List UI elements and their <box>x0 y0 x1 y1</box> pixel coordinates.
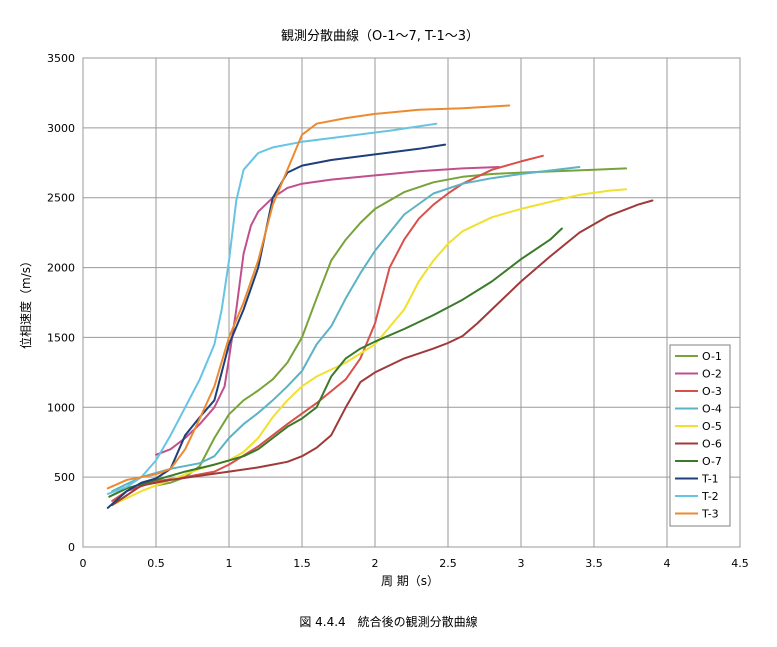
x-tick-label: 1 <box>226 557 233 570</box>
legend: O-1 O-2 O-3 O-4 O-5 O-6 O-7 T-1 T-2 T-3 <box>669 344 731 527</box>
y-tick-label: 1000 <box>47 401 75 414</box>
y-tick-label: 500 <box>54 471 75 484</box>
series-line-o-4 <box>111 166 581 493</box>
x-tick-label: 2.5 <box>439 557 457 570</box>
y-tick-label: 2000 <box>47 262 75 275</box>
series-line-o-2 <box>155 166 501 456</box>
y-tick-label: 3000 <box>47 122 75 135</box>
series-line-o-7 <box>108 227 563 498</box>
legend-entry-label: O-1 <box>702 350 722 363</box>
legend-entry-label: O-3 <box>702 385 722 398</box>
y-tick-label: 1500 <box>47 331 75 344</box>
y-tick-label: 2500 <box>47 192 75 205</box>
legend-entry-label: O-6 <box>702 438 722 451</box>
series-line-o-6 <box>111 199 654 507</box>
series-line-t-2 <box>106 122 438 495</box>
y-tick-label: 0 <box>68 541 75 554</box>
x-tick-label: 0.5 <box>147 557 165 570</box>
tick-labels: 0 0.5 1 1.5 2 2.5 3 3.5 4 4.5 0 500 1000 1500 2000 2500… <box>47 52 749 570</box>
series-group <box>106 104 654 509</box>
x-tick-label: 4 <box>664 557 671 570</box>
y-tick-label: 3500 <box>47 52 75 65</box>
x-tick-label: 2 <box>372 557 379 570</box>
legend-entry-label: O-7 <box>702 455 722 468</box>
x-tick-label: 3.5 <box>585 557 603 570</box>
x-tick-label: 3 <box>518 557 525 570</box>
x-tick-label: 1.5 <box>293 557 311 570</box>
legend-entry-label: T-3 <box>701 508 719 521</box>
x-axis-label: 周 期（s） <box>381 574 439 588</box>
legend-entry-label: T-1 <box>701 473 719 486</box>
figure-caption: 図 4.4.4 統合後の観測分散曲線 <box>299 615 478 629</box>
legend-entry-label: O-5 <box>702 420 722 433</box>
series-line-t-1 <box>106 143 447 509</box>
series-line-o-3 <box>111 154 544 502</box>
series-line-o-1 <box>155 167 628 487</box>
chart-svg: 観測分散曲線（O-1～7, T-1～3） 0 0.5 1 1.5 2 2.5 3 3.5 4 4.… <box>18 28 749 588</box>
y-axis-label: 位相速度（m/s） <box>18 255 33 349</box>
x-tick-label: 4.5 <box>731 557 749 570</box>
series-line-o-5 <box>111 188 628 507</box>
chart-title: 観測分散曲線（O-1～7, T-1～3） <box>281 28 479 44</box>
legend-entry-label: O-4 <box>702 403 722 416</box>
series-line-t-3 <box>106 104 511 490</box>
legend-entry-label: O-2 <box>702 368 722 381</box>
x-tick-label: 0 <box>80 557 87 570</box>
legend-entry-label: T-2 <box>701 490 719 503</box>
